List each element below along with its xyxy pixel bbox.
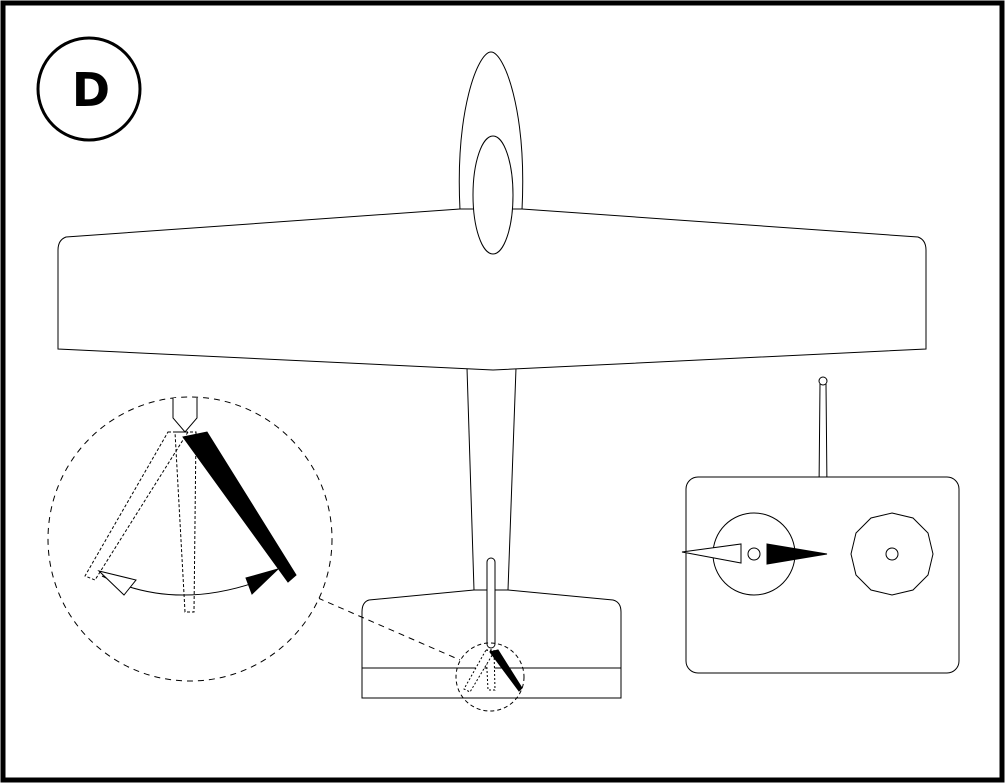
travel-arrow-left (97, 570, 137, 596)
right-stick-knob (885, 547, 899, 561)
stick-arrow-right-icon (766, 543, 828, 565)
rudder-small-callout-circle (455, 642, 525, 712)
travel-arrow-right (245, 568, 279, 595)
stick-arrow-left-icon (681, 543, 742, 564)
canopy (472, 135, 514, 255)
rudder-right-position (182, 431, 297, 583)
left-stick-knob (747, 547, 761, 561)
rudder-small-right (489, 649, 523, 692)
rudder-small (455, 642, 525, 712)
fuselage-boom (466, 367, 517, 591)
radio-transmitter-icon (681, 376, 960, 674)
antenna-tip (818, 376, 828, 386)
detail-leader-line (317, 597, 461, 661)
detail-callout-circle (47, 396, 333, 682)
rudder-left-position (84, 431, 189, 581)
transmitter-antenna (818, 383, 828, 493)
vertical-fin (486, 557, 496, 649)
rudder-deflection-detail-icon (47, 396, 333, 682)
airplane-top-view-icon (57, 51, 927, 712)
step-badge: D (36, 36, 142, 142)
main-wing (57, 208, 927, 371)
rudder-neutral-position (174, 431, 197, 613)
step-badge-label: D (72, 63, 110, 117)
step-badge-circle (36, 36, 142, 142)
